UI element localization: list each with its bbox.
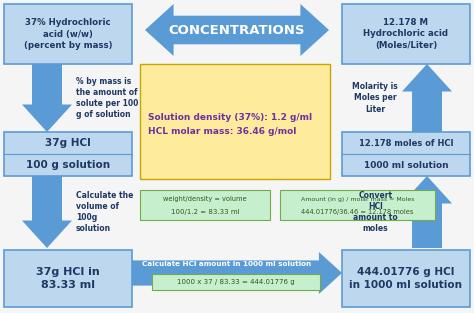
Text: 1000 ml solution: 1000 ml solution bbox=[364, 161, 448, 170]
Bar bbox=[4, 132, 132, 176]
Text: % by mass is
the amount of
solute per 100
g of solution: % by mass is the amount of solute per 10… bbox=[76, 77, 138, 119]
Bar bbox=[140, 64, 330, 179]
Bar bbox=[4, 4, 132, 64]
Bar bbox=[140, 190, 270, 220]
Text: weight/density = volume: weight/density = volume bbox=[163, 196, 247, 202]
Polygon shape bbox=[145, 4, 329, 56]
Text: Solution density (37%): 1.2 g/ml: Solution density (37%): 1.2 g/ml bbox=[148, 113, 312, 122]
Text: Convert
HCl
amount to
moles: Convert HCl amount to moles bbox=[353, 191, 398, 233]
Bar bbox=[342, 4, 470, 64]
Bar bbox=[342, 250, 470, 307]
Bar bbox=[280, 190, 435, 220]
Text: HCL molar mass: 36.46 g/mol: HCL molar mass: 36.46 g/mol bbox=[148, 127, 296, 136]
Text: 444.01776/36.46 = 12.178 moles: 444.01776/36.46 = 12.178 moles bbox=[301, 208, 414, 215]
Polygon shape bbox=[22, 176, 72, 248]
Text: CONCENTRATIONS: CONCENTRATIONS bbox=[169, 23, 305, 37]
Polygon shape bbox=[402, 64, 452, 132]
Text: Calculate the
volume of
100g
solution: Calculate the volume of 100g solution bbox=[76, 191, 133, 233]
Text: Calculate HCl amount in 1000 ml solution: Calculate HCl amount in 1000 ml solution bbox=[142, 261, 311, 267]
Polygon shape bbox=[22, 64, 72, 132]
Text: 12.178 M
Hydrochloric acid
(Moles/Liter): 12.178 M Hydrochloric acid (Moles/Liter) bbox=[364, 18, 448, 50]
Bar bbox=[152, 274, 320, 290]
Text: 37g HCl: 37g HCl bbox=[45, 138, 91, 148]
Text: 444.01776 g HCl
in 1000 ml solution: 444.01776 g HCl in 1000 ml solution bbox=[349, 267, 463, 290]
Text: 37g HCl in
83.33 ml: 37g HCl in 83.33 ml bbox=[36, 267, 100, 290]
Bar bbox=[342, 132, 470, 176]
Text: 100 g solution: 100 g solution bbox=[26, 160, 110, 170]
Text: Amount (in g) / molar mass = Moles: Amount (in g) / molar mass = Moles bbox=[301, 197, 414, 202]
Text: 100/1.2 = 83.33 ml: 100/1.2 = 83.33 ml bbox=[171, 208, 239, 215]
Text: 37% Hydrochloric
acid (w/w)
(percent by mass): 37% Hydrochloric acid (w/w) (percent by … bbox=[24, 18, 112, 50]
Polygon shape bbox=[132, 252, 342, 294]
Polygon shape bbox=[402, 176, 452, 248]
Text: Molarity is
Moles per
Liter: Molarity is Moles per Liter bbox=[352, 82, 398, 114]
Text: 1000 x 37 / 83.33 = 444.01776 g: 1000 x 37 / 83.33 = 444.01776 g bbox=[177, 279, 295, 285]
Text: 12.178 moles of HCl: 12.178 moles of HCl bbox=[359, 138, 453, 147]
Bar bbox=[4, 250, 132, 307]
